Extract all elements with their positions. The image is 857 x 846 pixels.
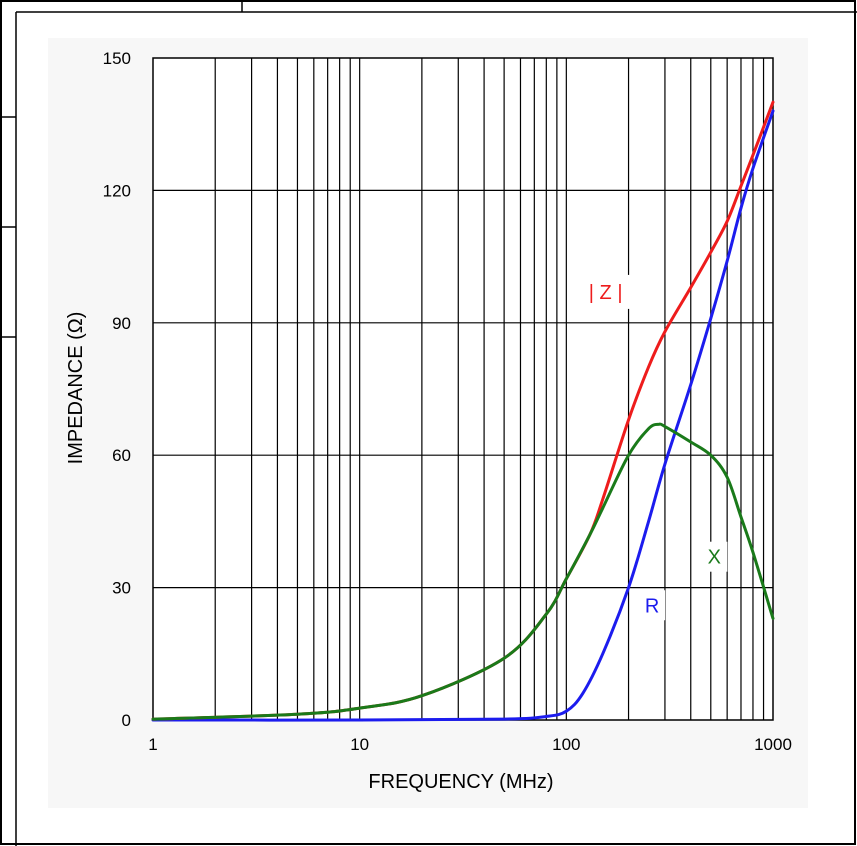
- x-tick-label: 10: [350, 735, 369, 754]
- x-series-label-bg: [701, 541, 728, 572]
- labels-layer: | Z | X R: [573, 274, 728, 621]
- z-series-label-bg: [573, 274, 638, 309]
- y-axis-label: IMPEDANCE (Ω): [65, 312, 87, 465]
- grid: [152, 57, 774, 721]
- z-series-label: | Z |: [589, 282, 623, 304]
- series-layer: [151, 100, 775, 722]
- r-series-label-bg: [639, 590, 666, 621]
- x-series-line: [151, 422, 775, 721]
- y-tick-label: 30: [112, 579, 131, 598]
- r-series-line: [151, 109, 775, 722]
- y-tick-label: 120: [103, 181, 131, 200]
- x-tick-label: 1: [148, 735, 157, 754]
- y-tick-label: 150: [103, 49, 131, 68]
- y-tick-label: 0: [122, 711, 131, 730]
- x-series-label: X: [708, 547, 721, 569]
- x-tick-label: 100: [552, 735, 580, 754]
- x-tick-label: 1000: [754, 735, 792, 754]
- plot-area: [153, 58, 773, 720]
- y-tick-label: 90: [112, 314, 131, 333]
- r-series-label: R: [645, 595, 659, 617]
- x-axis-label: FREQUENCY (MHz): [368, 771, 553, 793]
- ticks-layer: 1 10 100 1000 0 30 60 90 120 150: [103, 49, 792, 754]
- y-tick-label: 60: [112, 446, 131, 465]
